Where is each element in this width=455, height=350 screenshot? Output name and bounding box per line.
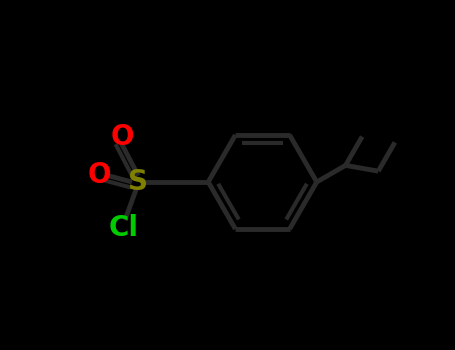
Text: Cl: Cl [109, 214, 139, 242]
Text: S: S [128, 168, 148, 196]
Text: O: O [111, 123, 134, 151]
Text: O: O [88, 161, 111, 189]
